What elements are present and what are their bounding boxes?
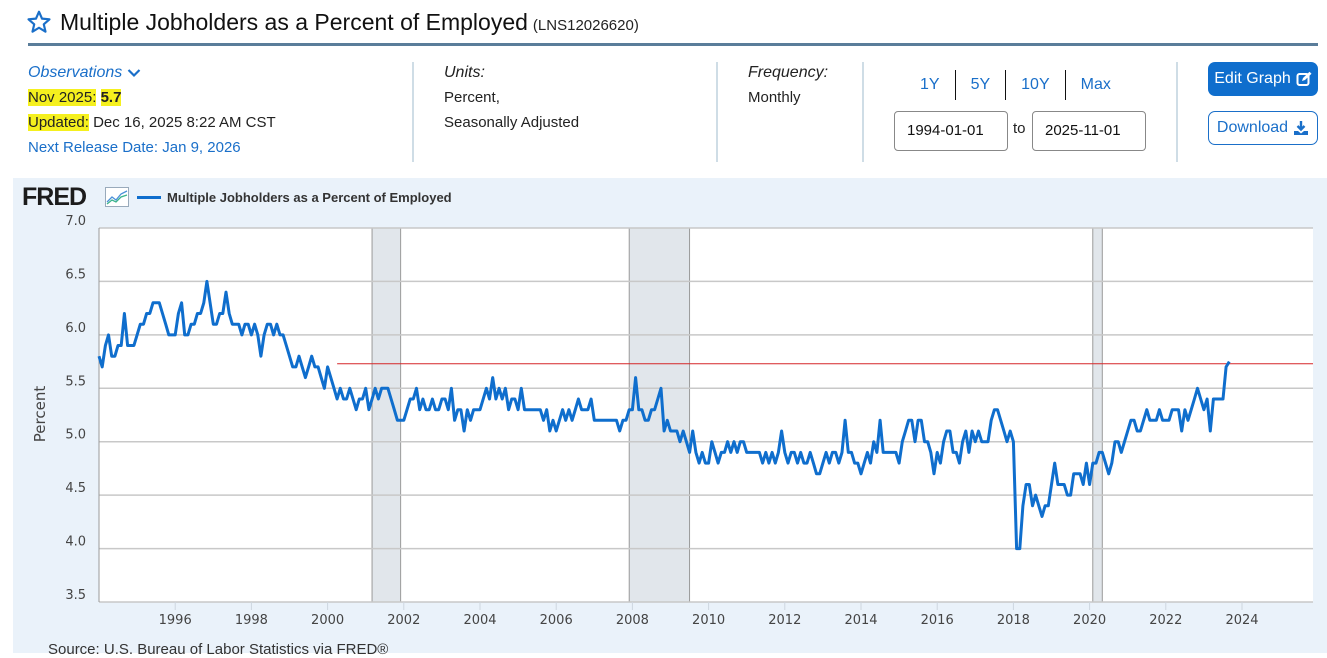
end-date-input[interactable]: 2025-11-01 — [1032, 111, 1146, 151]
fred-logo: FRED — [22, 183, 87, 211]
series-id: (LNS12026620) — [532, 17, 639, 34]
chevron-down-icon — [127, 68, 141, 77]
download-button[interactable]: Download — [1208, 111, 1318, 145]
x-tick-label: 2008 — [616, 613, 649, 628]
page-title: Multiple Jobholders as a Percent of Empl… — [60, 9, 528, 35]
download-label: Download — [1216, 119, 1289, 136]
download-icon — [1294, 121, 1309, 135]
divider — [862, 62, 864, 162]
frequency-value: Monthly — [748, 89, 801, 106]
latest-observation: Nov 2025: 5.7 — [28, 85, 276, 110]
updated-label: Updated: — [28, 114, 89, 131]
updated-value: Dec 16, 2025 8:22 AM CST — [93, 114, 276, 131]
latest-period: Nov 2025: — [28, 89, 97, 106]
frequency-panel: Frequency: Monthly — [748, 60, 828, 110]
x-tick-label: 2012 — [768, 613, 801, 628]
edit-graph-label: Edit Graph — [1214, 70, 1291, 87]
divider — [1176, 62, 1178, 162]
recession-band — [1092, 227, 1103, 603]
latest-value: 5.7 — [100, 89, 122, 106]
range-max-button[interactable]: Max — [1064, 70, 1126, 100]
units-panel: Units: Percent, Seasonally Adjusted — [444, 60, 579, 135]
series-line — [97, 279, 1231, 551]
range-1y-button[interactable]: 1Y — [920, 76, 940, 93]
x-tick-label: 2000 — [311, 613, 344, 628]
title-divider — [28, 43, 1318, 46]
next-release-link[interactable]: Next Release Date: Jan 9, 2026 — [28, 139, 241, 156]
x-tick-label: 2002 — [387, 613, 420, 628]
y-tick-label: 6.5 — [65, 267, 86, 282]
x-tick-label: 1998 — [235, 613, 268, 628]
observations-panel: Observations Nov 2025: 5.7 Updated: Dec … — [28, 60, 276, 160]
start-date-input[interactable]: 1994-01-01 — [894, 111, 1008, 151]
fred-chart-icon — [105, 187, 129, 207]
y-tick-label: 4.0 — [65, 535, 86, 550]
legend-swatch — [137, 196, 161, 199]
units-line2: Seasonally Adjusted — [444, 114, 580, 131]
x-tick-label: 2024 — [1225, 613, 1258, 628]
x-tick-label: 2016 — [921, 613, 954, 628]
observations-label: Observations — [28, 64, 123, 81]
units-line1: Percent, — [444, 89, 500, 106]
plot-area — [99, 228, 1313, 602]
frequency-label: Frequency: — [748, 64, 829, 81]
x-tick-label: 2022 — [1149, 613, 1182, 628]
observations-dropdown[interactable]: Observations — [28, 60, 276, 85]
x-tick-label: 2004 — [463, 613, 496, 628]
units-label: Units: — [444, 64, 485, 81]
star-outline-icon[interactable] — [26, 9, 52, 35]
x-tick-label: 2006 — [540, 613, 573, 628]
x-tick-label: 2020 — [1073, 613, 1106, 628]
source-note: Source: U.S. Bureau of Labor Statistics … — [48, 641, 389, 658]
range-10y-button[interactable]: 10Y — [1005, 70, 1064, 100]
range-5y-button[interactable]: 5Y — [954, 70, 1006, 100]
y-tick-label: 4.5 — [65, 481, 86, 496]
title-row: Multiple Jobholders as a Percent of Empl… — [26, 4, 639, 36]
x-tick-label: 1996 — [159, 613, 192, 628]
y-tick-label: 7.0 — [65, 214, 86, 229]
edit-graph-button[interactable]: Edit Graph — [1208, 62, 1318, 96]
y-tick-label: 6.0 — [65, 321, 86, 336]
x-tick-label: 2018 — [997, 613, 1030, 628]
range-selector: 1Y 5Y 10Y Max — [905, 70, 1126, 100]
recession-band — [628, 227, 691, 603]
divider — [716, 62, 718, 162]
to-label: to — [1013, 120, 1026, 137]
divider — [412, 62, 414, 162]
chart-legend: Multiple Jobholders as a Percent of Empl… — [137, 190, 452, 205]
y-axis-label: Percent — [31, 386, 49, 443]
y-tick-label: 3.5 — [65, 588, 86, 603]
legend-label: Multiple Jobholders as a Percent of Empl… — [167, 190, 452, 205]
updated-row: Updated: Dec 16, 2025 8:22 AM CST — [28, 110, 276, 135]
edit-icon — [1296, 71, 1312, 86]
y-tick-label: 5.5 — [65, 374, 86, 389]
y-tick-label: 5.0 — [65, 428, 86, 443]
x-tick-label: 2014 — [844, 613, 877, 628]
x-tick-label: 2010 — [692, 613, 725, 628]
